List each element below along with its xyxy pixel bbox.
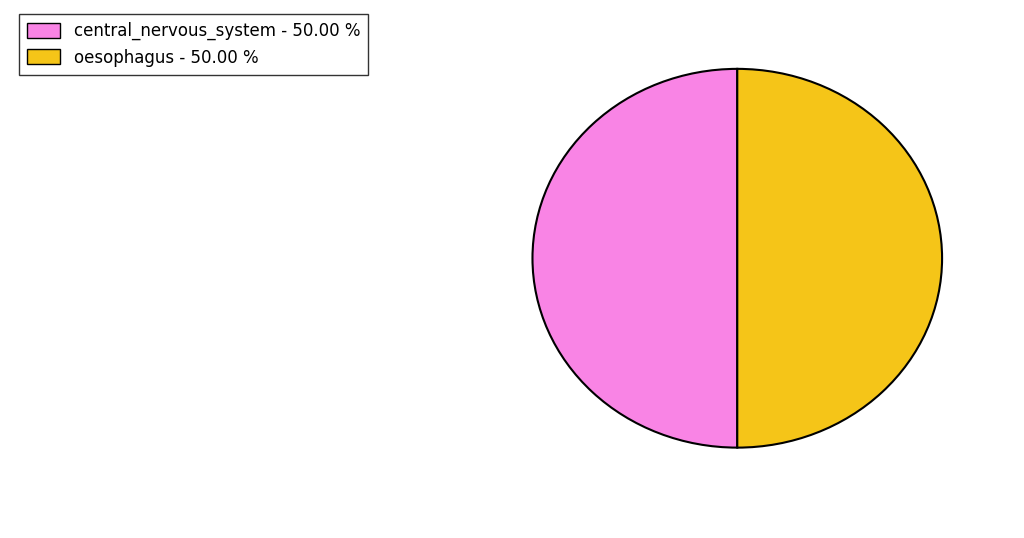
Legend: central_nervous_system - 50.00 %, oesophagus - 50.00 %: central_nervous_system - 50.00 %, oesoph… — [18, 13, 369, 75]
Wedge shape — [737, 69, 942, 448]
Wedge shape — [532, 69, 737, 448]
